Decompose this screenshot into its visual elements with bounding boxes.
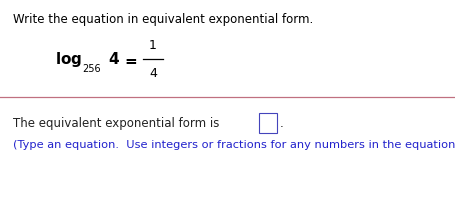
Text: Write the equation in equivalent exponential form.: Write the equation in equivalent exponen… <box>13 13 313 26</box>
Text: (Type an equation.  Use integers or fractions for any numbers in the equation.): (Type an equation. Use integers or fract… <box>13 140 455 150</box>
Text: 256: 256 <box>82 64 101 74</box>
Text: The equivalent exponential form is: The equivalent exponential form is <box>13 116 223 130</box>
Text: $\bf{4}$: $\bf{4}$ <box>108 51 120 67</box>
Text: 4: 4 <box>149 66 157 79</box>
Text: $\bf{=}$: $\bf{=}$ <box>122 52 138 66</box>
Text: .: . <box>280 116 284 130</box>
FancyBboxPatch shape <box>259 113 277 133</box>
Text: $\bf{log}$: $\bf{log}$ <box>55 50 82 68</box>
Text: 1: 1 <box>149 38 157 52</box>
